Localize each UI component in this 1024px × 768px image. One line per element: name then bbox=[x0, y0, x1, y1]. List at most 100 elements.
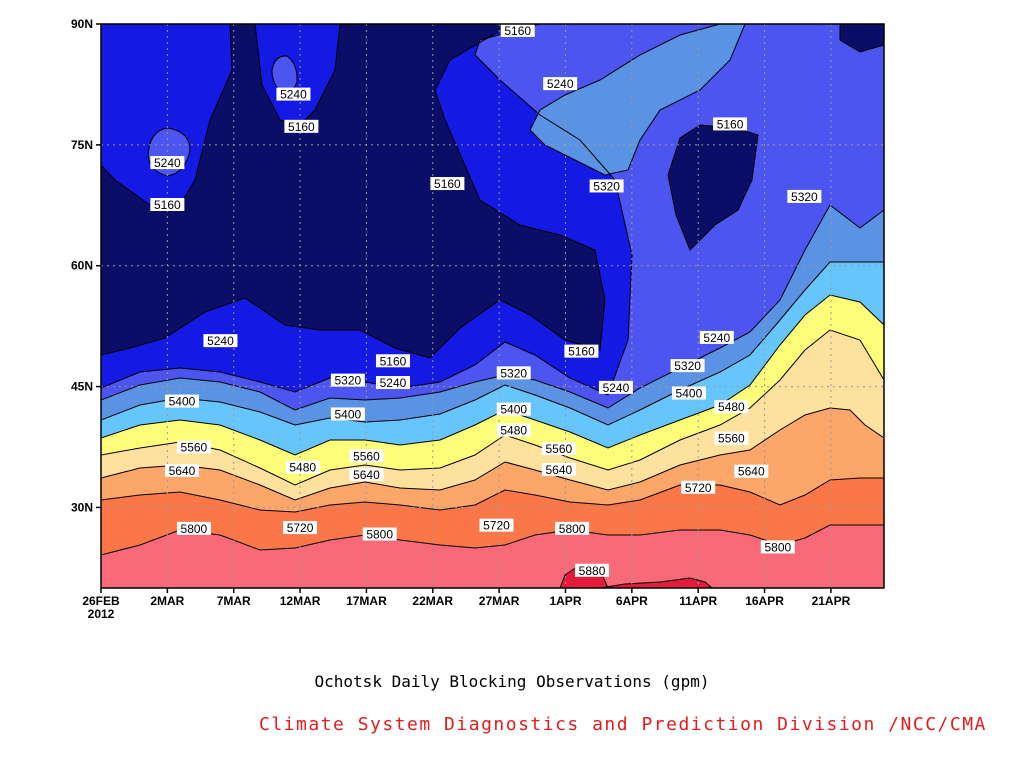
contour-label-box bbox=[150, 156, 185, 170]
contour-label-box bbox=[671, 386, 706, 400]
contour-label: 5240 bbox=[603, 381, 630, 395]
contour-label-box bbox=[541, 442, 576, 456]
contour-label: 5320 bbox=[500, 366, 527, 380]
contour-label-box bbox=[375, 354, 410, 368]
contour-label: 5720 bbox=[483, 519, 510, 533]
y-tick-label: 60N bbox=[71, 259, 93, 273]
contour-label-box bbox=[150, 197, 185, 211]
contour-label: 5240 bbox=[154, 156, 181, 170]
y-tick-label: 45N bbox=[71, 380, 93, 394]
contour-fills: 5160 5240 5240 5160 5240 5160 5160 5320 5160 5320… bbox=[101, 24, 884, 588]
contour-label: 5160 bbox=[288, 120, 315, 134]
contour-label: 5640 bbox=[738, 465, 765, 479]
contour-labels: 5160 5240 5240 5160 5240 5160 5160 5320 5160 5320… bbox=[150, 24, 822, 578]
contour-label-box bbox=[375, 376, 410, 390]
contour-line-5640 bbox=[101, 407, 884, 501]
contour-line-5240-blob-west bbox=[147, 127, 191, 177]
contour-label-box bbox=[543, 77, 578, 91]
contour-line-5880-b bbox=[599, 577, 713, 588]
contour-label: 5160 bbox=[717, 117, 744, 131]
contour-line-5560 bbox=[101, 329, 884, 486]
contour-label: 5240 bbox=[207, 334, 234, 348]
y-axis: 30N 45N 60N 75N 90N bbox=[71, 17, 101, 514]
contour-label-box bbox=[164, 463, 199, 477]
contour-label: 5880 bbox=[579, 564, 606, 578]
contour-label-box bbox=[496, 423, 531, 437]
contour-label-box bbox=[285, 460, 320, 474]
contour-label-box bbox=[564, 344, 599, 358]
contour-label: 5400 bbox=[169, 395, 196, 409]
x-tick-label: 16APR bbox=[745, 594, 784, 608]
contour-line-5400 bbox=[101, 261, 884, 426]
contour-label-box bbox=[500, 24, 535, 37]
x-tick-label: 6APR bbox=[616, 594, 648, 608]
credit-text: Climate System Diagnostics and Predictio… bbox=[259, 714, 987, 735]
contour-label-box bbox=[713, 117, 748, 131]
contour-label: 5240 bbox=[380, 376, 407, 390]
contour-label: 5400 bbox=[500, 403, 527, 417]
contour-label: 5160 bbox=[434, 177, 461, 191]
contour-label-box bbox=[714, 431, 749, 445]
contour-label: 5560 bbox=[353, 449, 380, 463]
x-tick-label: 11APR bbox=[679, 594, 717, 608]
contour-label: 5640 bbox=[353, 468, 380, 482]
contour-label-box bbox=[362, 527, 397, 541]
contour-label-box bbox=[283, 521, 318, 535]
contour-label: 5240 bbox=[280, 88, 307, 102]
contour-label-box bbox=[164, 394, 199, 408]
contour-label: 5560 bbox=[718, 432, 745, 446]
x-tick-label: 2MAR bbox=[150, 594, 184, 608]
contour-label: 5480 bbox=[500, 424, 527, 438]
band-5320-5400-north bbox=[530, 24, 745, 175]
contour-label: 5160 bbox=[504, 24, 531, 38]
contour-line-5160-east bbox=[667, 124, 759, 251]
grid-lines bbox=[101, 24, 884, 588]
x-tick-label: 22MAR bbox=[412, 594, 453, 608]
contour-label: 5320 bbox=[593, 179, 620, 193]
contour-line-5160-west bbox=[101, 24, 233, 206]
contour-label-box bbox=[176, 440, 211, 454]
contour-label-box bbox=[479, 518, 514, 532]
contour-label: 5560 bbox=[546, 442, 573, 456]
y-tick-label: 30N bbox=[71, 500, 93, 514]
contour-label: 5400 bbox=[334, 407, 361, 421]
contour-label: 5480 bbox=[289, 461, 316, 475]
contour-label-box bbox=[670, 359, 705, 373]
chart-title: Ochotsk Daily Blocking Observations (gpm… bbox=[314, 672, 710, 691]
x-tick-label: 26FEB bbox=[82, 594, 120, 608]
contour-label-box bbox=[276, 87, 311, 101]
band-5160-5240-west bbox=[101, 24, 232, 205]
contour-label-box bbox=[430, 177, 465, 191]
contour-label: 5800 bbox=[181, 522, 208, 536]
band-5240-5320-blob-north bbox=[272, 55, 298, 93]
contour-label: 5800 bbox=[559, 522, 586, 536]
x-tick-label: 17MAR bbox=[346, 594, 387, 608]
y-tick-label: 75N bbox=[71, 138, 93, 152]
contour-label-box bbox=[575, 563, 610, 577]
contour-label-box bbox=[496, 366, 531, 380]
contour-label: 5800 bbox=[764, 540, 791, 554]
contour-label: 5720 bbox=[287, 521, 314, 535]
contour-label-box bbox=[284, 119, 319, 133]
contour-line-5720 bbox=[101, 477, 884, 513]
contour-label: 5240 bbox=[547, 77, 574, 91]
contour-label-box bbox=[760, 540, 795, 554]
band-above-5880-b bbox=[600, 578, 712, 588]
contour-label: 5160 bbox=[380, 354, 407, 368]
contour-line-5320-north bbox=[529, 24, 746, 176]
contour-label-box bbox=[699, 330, 734, 344]
contour-label: 5160 bbox=[154, 198, 181, 212]
x-tick-label: 1APR bbox=[549, 594, 581, 608]
contour-label-box bbox=[203, 334, 238, 348]
contour-label-box bbox=[714, 400, 749, 414]
contour-line-5240-main bbox=[101, 24, 633, 396]
contour-label-box bbox=[541, 463, 576, 477]
contour-label-box bbox=[734, 464, 769, 478]
contour-label-box bbox=[349, 449, 384, 463]
contour-label: 5400 bbox=[676, 387, 703, 401]
contour-label-box bbox=[598, 380, 633, 394]
plot-frame bbox=[100, 23, 885, 589]
contour-label-box bbox=[555, 521, 590, 535]
contour-line-5160-ne bbox=[839, 24, 884, 53]
